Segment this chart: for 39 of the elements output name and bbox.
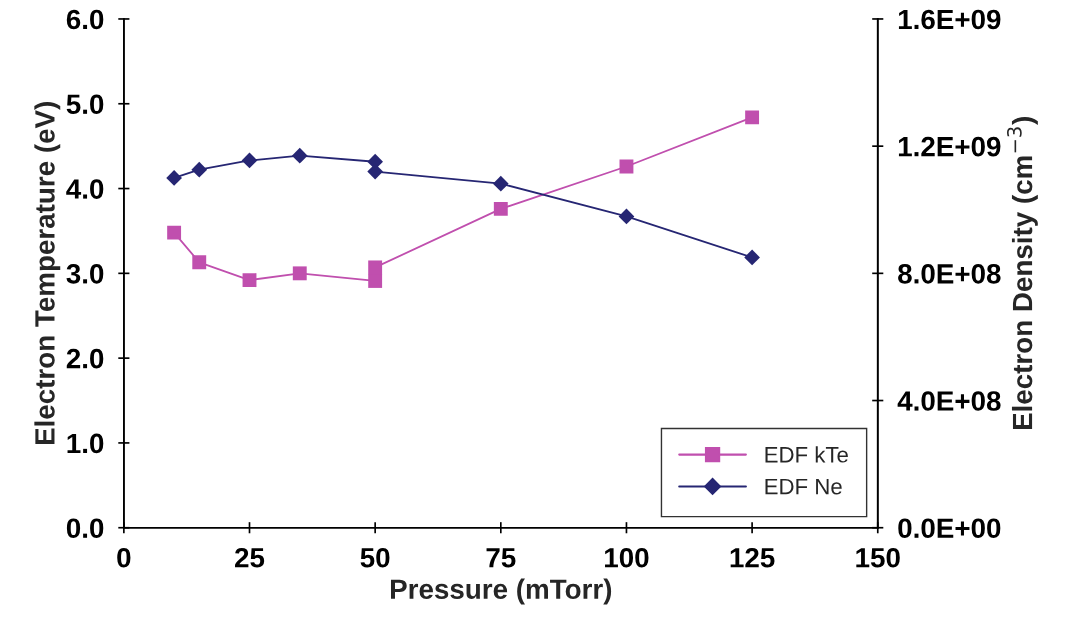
point xyxy=(191,161,208,178)
legend-label: EDF Ne xyxy=(765,478,842,495)
x-tick-label: 75 xyxy=(486,548,516,568)
x-tick-label: 150 xyxy=(856,547,900,568)
x-tick-label: 0 xyxy=(117,547,131,568)
point xyxy=(292,266,307,281)
point xyxy=(745,110,760,125)
y2-tick-label: 4.0E+08 xyxy=(897,391,1001,411)
y2-tick-label: 8.0E+08 xyxy=(898,264,1001,284)
y-tick-label: 4.0 xyxy=(66,179,104,199)
point xyxy=(241,152,258,169)
y-tick-label: 0.0 xyxy=(66,518,104,539)
point xyxy=(192,255,207,270)
y2-tick-label: 0.0E+00 xyxy=(898,518,1001,539)
y-tick-label: 5.0 xyxy=(66,94,104,115)
x-tick-label: 25 xyxy=(235,547,265,568)
y2-axis-title: Electron Density (cm$^{−3}$) xyxy=(1007,117,1038,430)
y-tick-label: 3.0 xyxy=(66,264,104,284)
point xyxy=(492,175,509,192)
x-tick-label: 100 xyxy=(605,547,649,568)
point xyxy=(368,274,383,288)
x-tick-label: 50 xyxy=(360,547,390,568)
y-axis-title: Electron Temperature (eV) xyxy=(34,102,61,445)
point xyxy=(166,170,182,186)
point xyxy=(167,225,182,240)
x-axis-title: Pressure (mTorr) xyxy=(391,578,612,605)
y-tick-label: 1.0 xyxy=(67,433,104,454)
point xyxy=(744,249,760,266)
legend-label: EDF kTe xyxy=(765,446,848,463)
point xyxy=(242,273,257,288)
y-tick-label: 2.0 xyxy=(66,348,104,369)
point xyxy=(368,260,383,275)
point xyxy=(618,208,635,225)
y2-tick-label: 1.6E+09 xyxy=(898,9,1001,30)
y2-tick-label: 1.2E+09 xyxy=(898,136,1001,157)
y-tick-label: 6.0 xyxy=(66,9,104,30)
x-tick-label: 125 xyxy=(730,547,775,568)
point xyxy=(493,201,508,216)
point xyxy=(291,147,308,164)
